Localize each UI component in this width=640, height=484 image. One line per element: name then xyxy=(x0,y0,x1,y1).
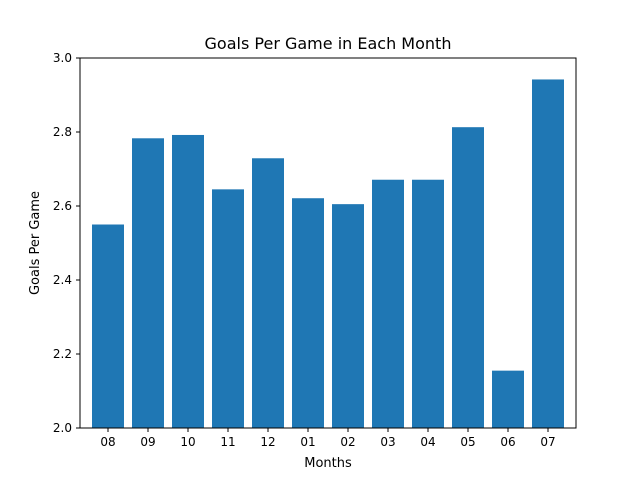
y-tick-label: 2.0 xyxy=(53,421,72,435)
bars-group xyxy=(92,79,564,429)
bar-03 xyxy=(372,179,404,428)
x-tick-label: 12 xyxy=(260,435,275,449)
bar-10 xyxy=(172,134,204,428)
x-tick-label: 09 xyxy=(140,435,155,449)
y-tick-label: 2.6 xyxy=(53,199,72,213)
x-axis-label: Months xyxy=(304,456,352,471)
x-tick-label: 10 xyxy=(180,435,195,449)
x-tick-label: 02 xyxy=(340,435,355,449)
bar-07 xyxy=(532,79,564,429)
bar-02 xyxy=(332,204,364,428)
bar-09 xyxy=(132,138,164,429)
chart-title: Goals Per Game in Each Month xyxy=(205,34,452,53)
y-tick-label: 2.8 xyxy=(53,125,72,139)
x-tick-label: 01 xyxy=(300,435,315,449)
bar-01 xyxy=(292,198,324,428)
y-axis: 2.0 2.2 2.4 2.6 2.8 3.0 xyxy=(53,51,80,435)
bar-06 xyxy=(492,370,524,428)
y-tick-label: 2.2 xyxy=(53,347,72,361)
x-tick-label: 03 xyxy=(380,435,395,449)
bar-12 xyxy=(252,158,284,428)
x-tick-label: 06 xyxy=(500,435,515,449)
y-tick-label: 2.4 xyxy=(53,273,72,287)
x-tick-label: 04 xyxy=(420,435,435,449)
x-axis: 08 09 10 11 12 01 02 03 04 05 06 07 xyxy=(100,428,556,449)
y-axis-label: Goals Per Game xyxy=(28,191,43,295)
plot-area-frame xyxy=(79,57,577,429)
bar-11 xyxy=(212,189,244,428)
x-tick-label: 08 xyxy=(100,435,115,449)
y-tick-label: 3.0 xyxy=(53,51,72,65)
bar-08 xyxy=(92,224,124,428)
bar-05 xyxy=(452,127,484,428)
x-tick-label: 11 xyxy=(220,435,235,449)
bar-04 xyxy=(412,179,444,428)
x-tick-label: 07 xyxy=(540,435,555,449)
x-tick-label: 05 xyxy=(460,435,475,449)
